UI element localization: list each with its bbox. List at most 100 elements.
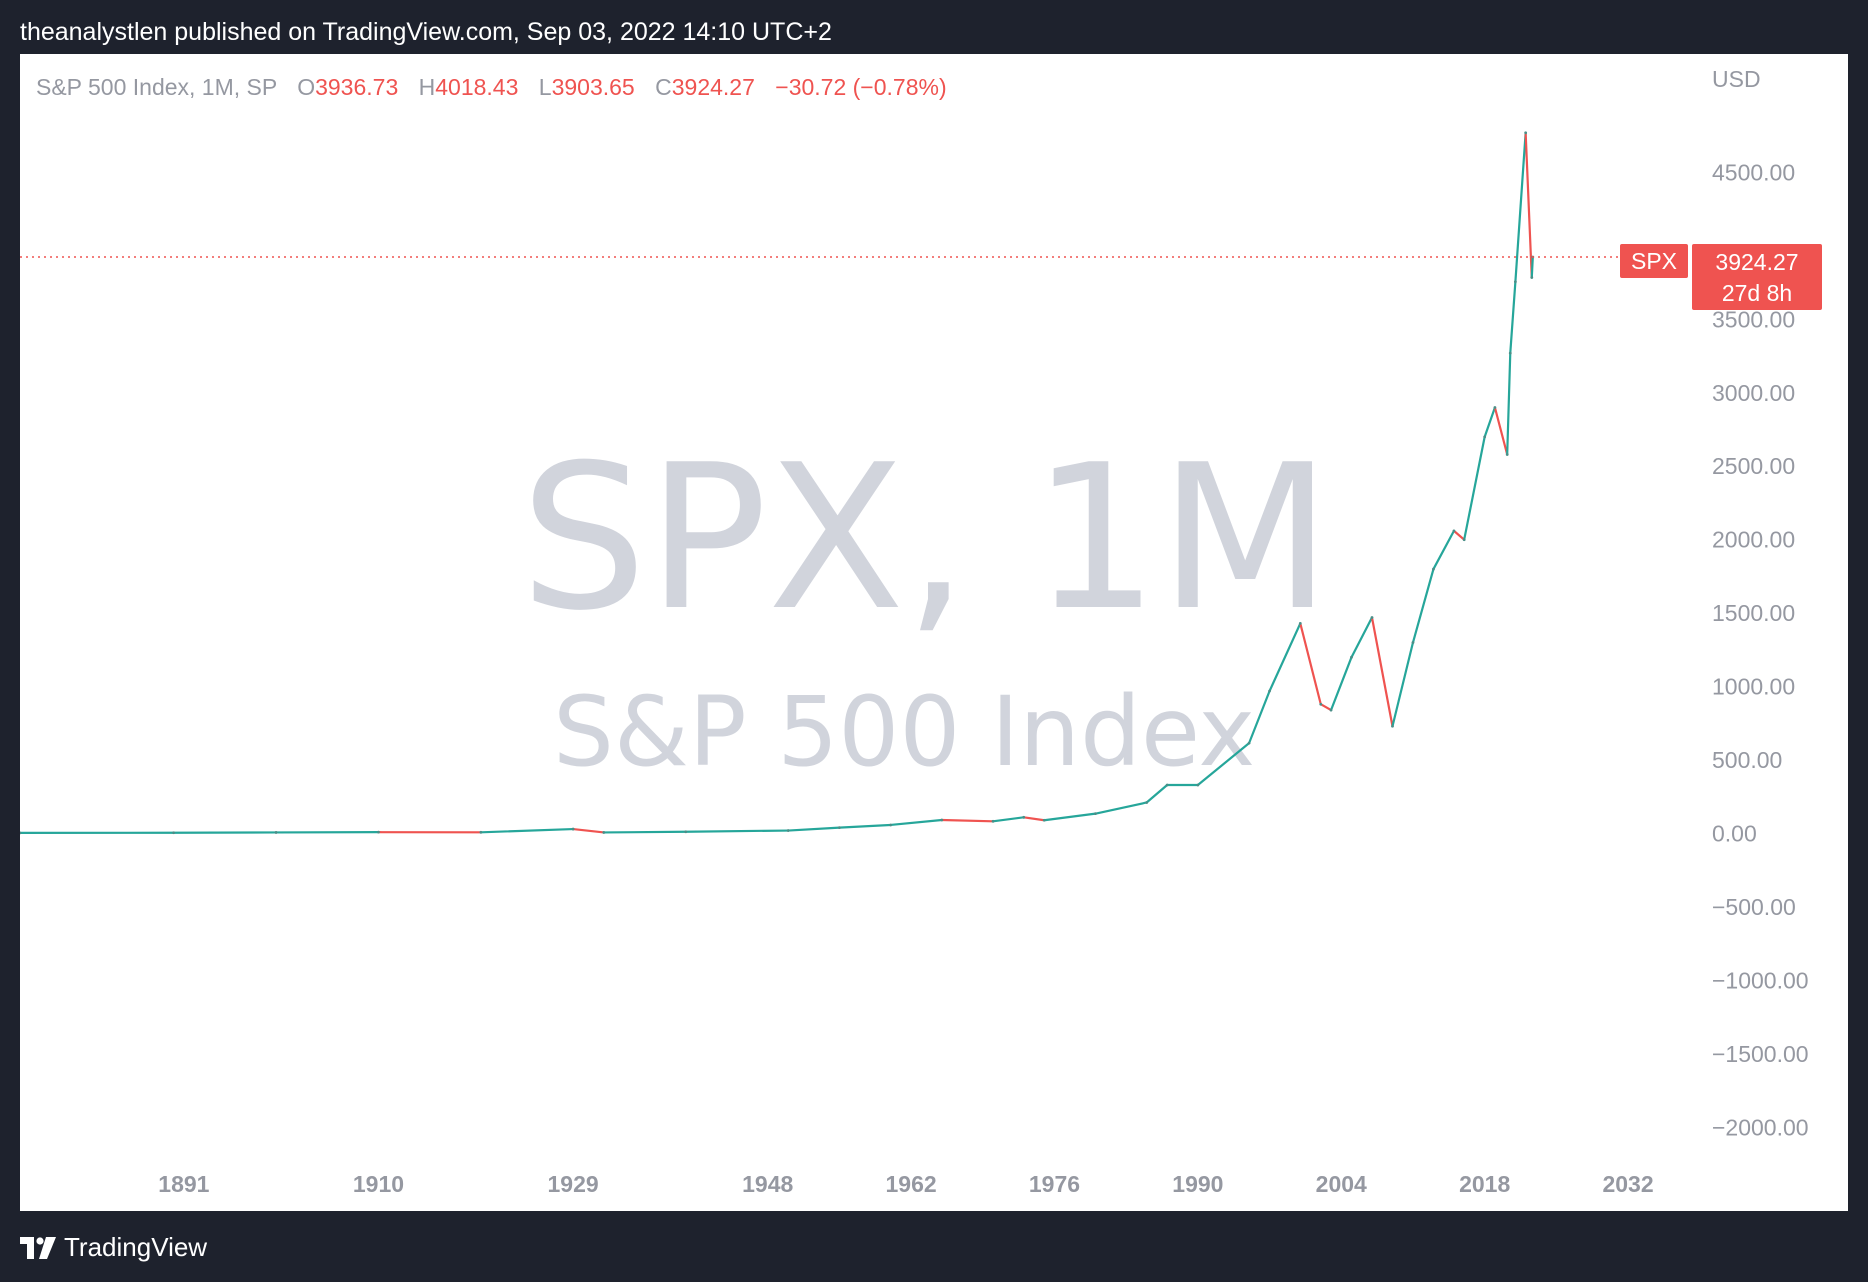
price-point: [1411, 641, 1415, 644]
symbol-price-tag: SPX: [1620, 244, 1689, 278]
price-segment: [1145, 783, 1169, 804]
x-tick-label: 1990: [1172, 1171, 1223, 1197]
price-point: [1530, 276, 1534, 279]
price-segment: [1247, 689, 1271, 745]
price-segment: [1370, 616, 1394, 728]
price-segment: [684, 829, 790, 833]
price-point: [991, 819, 995, 823]
y-tick-label: 500.00: [1712, 747, 1782, 773]
last-price-value: 3924.27: [1715, 249, 1799, 275]
last-price-box: 3924.27 27d 8h: [1692, 244, 1822, 310]
price-point: [1319, 702, 1323, 706]
x-tick-label: 1891: [158, 1171, 209, 1197]
close-label: C: [655, 74, 672, 100]
chart-panel[interactable]: SPX, 1M S&P 500 Index −2000.00 −1500.00 −1…: [20, 54, 1848, 1211]
x-tick-label: 1948: [742, 1171, 793, 1197]
price-point: [1524, 131, 1528, 135]
price-point: [1268, 689, 1271, 693]
footer-brand[interactable]: TradingView: [20, 1232, 207, 1263]
y-tick-label: 1000.00: [1712, 674, 1795, 700]
price-point: [377, 830, 380, 834]
price-point: [1493, 406, 1497, 409]
currency-label[interactable]: USD: [1712, 66, 1761, 92]
x-tick-label: 1929: [548, 1171, 599, 1197]
price-segment: [1350, 616, 1374, 659]
price-point: [940, 818, 944, 822]
high-value: 4018.43: [435, 74, 519, 100]
price-segment: [1483, 406, 1497, 438]
y-tick-label: 0.00: [1712, 820, 1757, 846]
price-point: [1329, 708, 1333, 712]
price-point: [1022, 815, 1026, 819]
price-segment: [889, 818, 943, 827]
price-segment: [1391, 641, 1415, 728]
low-label: L: [538, 74, 552, 100]
close-value: 3924.27: [671, 74, 755, 100]
price-segment: [1463, 435, 1486, 541]
price-point: [1391, 724, 1394, 728]
price-segment: [1319, 703, 1333, 712]
price-segment: [1506, 352, 1512, 456]
price-point: [1350, 655, 1353, 659]
low-value: 3903.65: [551, 74, 635, 100]
change-value: −30.72 (−0.78%): [775, 74, 947, 100]
price-segment: [1022, 816, 1046, 822]
price-segment: [602, 830, 687, 834]
price-point: [20, 831, 22, 835]
tradingview-logo-icon: [20, 1236, 56, 1259]
price-point: [1145, 801, 1149, 804]
high-label: H: [418, 74, 436, 100]
price-segment: [1432, 529, 1456, 571]
y-tick-label: 3000.00: [1712, 380, 1795, 406]
y-tick-label: 2000.00: [1712, 527, 1795, 553]
y-tick-label: −1500.00: [1712, 1041, 1809, 1067]
price-segment: [1530, 255, 1534, 279]
x-tick-label: 2018: [1459, 1171, 1510, 1197]
price-point: [1432, 567, 1435, 571]
brand-name: TradingView: [64, 1232, 208, 1262]
x-tick-label: 1910: [353, 1171, 404, 1197]
price-segment: [571, 827, 605, 834]
price-point: [1042, 818, 1046, 822]
price-segment: [1268, 622, 1302, 693]
price-segment: [1299, 622, 1322, 706]
price-segment: [940, 818, 995, 823]
price-point: [1505, 453, 1509, 456]
price-segment: [1196, 742, 1251, 787]
price-point: [786, 829, 790, 832]
price-point: [172, 831, 176, 835]
price-point: [1508, 351, 1512, 355]
y-tick-label: 3500.00: [1712, 306, 1795, 332]
price-point: [1196, 783, 1200, 787]
price-point: [1513, 280, 1517, 284]
price-point: [1370, 616, 1374, 619]
price-point: [571, 827, 575, 831]
price-point: [889, 823, 893, 827]
price-point: [1298, 622, 1302, 625]
price-segment: [787, 826, 841, 832]
price-chart[interactable]: −2000.00 −1500.00 −1000.00 −500.00 0.00 500.0…: [20, 54, 1848, 1211]
price-segment: [1329, 656, 1353, 712]
x-tick-label: 2004: [1316, 1171, 1367, 1197]
price-segment: [1043, 812, 1097, 822]
y-tick-label: −2000.00: [1712, 1114, 1809, 1140]
x-tick-label: 2032: [1602, 1171, 1653, 1197]
price-point: [1483, 435, 1487, 439]
price-segment: [1493, 406, 1509, 456]
open-value: 3936.73: [315, 74, 399, 100]
x-tick-label: 1962: [886, 1171, 937, 1197]
price-point: [1452, 529, 1456, 533]
price-point: [1247, 741, 1251, 745]
price-segment: [838, 823, 892, 829]
y-tick-label: −500.00: [1712, 894, 1796, 920]
open-label: O: [297, 74, 316, 100]
price-segment: [1514, 131, 1527, 283]
price-point: [1462, 538, 1466, 542]
y-tick-label: 1500.00: [1712, 600, 1795, 626]
price-point: [274, 831, 278, 834]
y-tick-label: 2500.00: [1712, 453, 1795, 479]
price-point: [1094, 812, 1097, 816]
price-point: [684, 830, 688, 834]
price-point: [1165, 783, 1169, 787]
bar-countdown: 27d 8h: [1721, 280, 1793, 306]
